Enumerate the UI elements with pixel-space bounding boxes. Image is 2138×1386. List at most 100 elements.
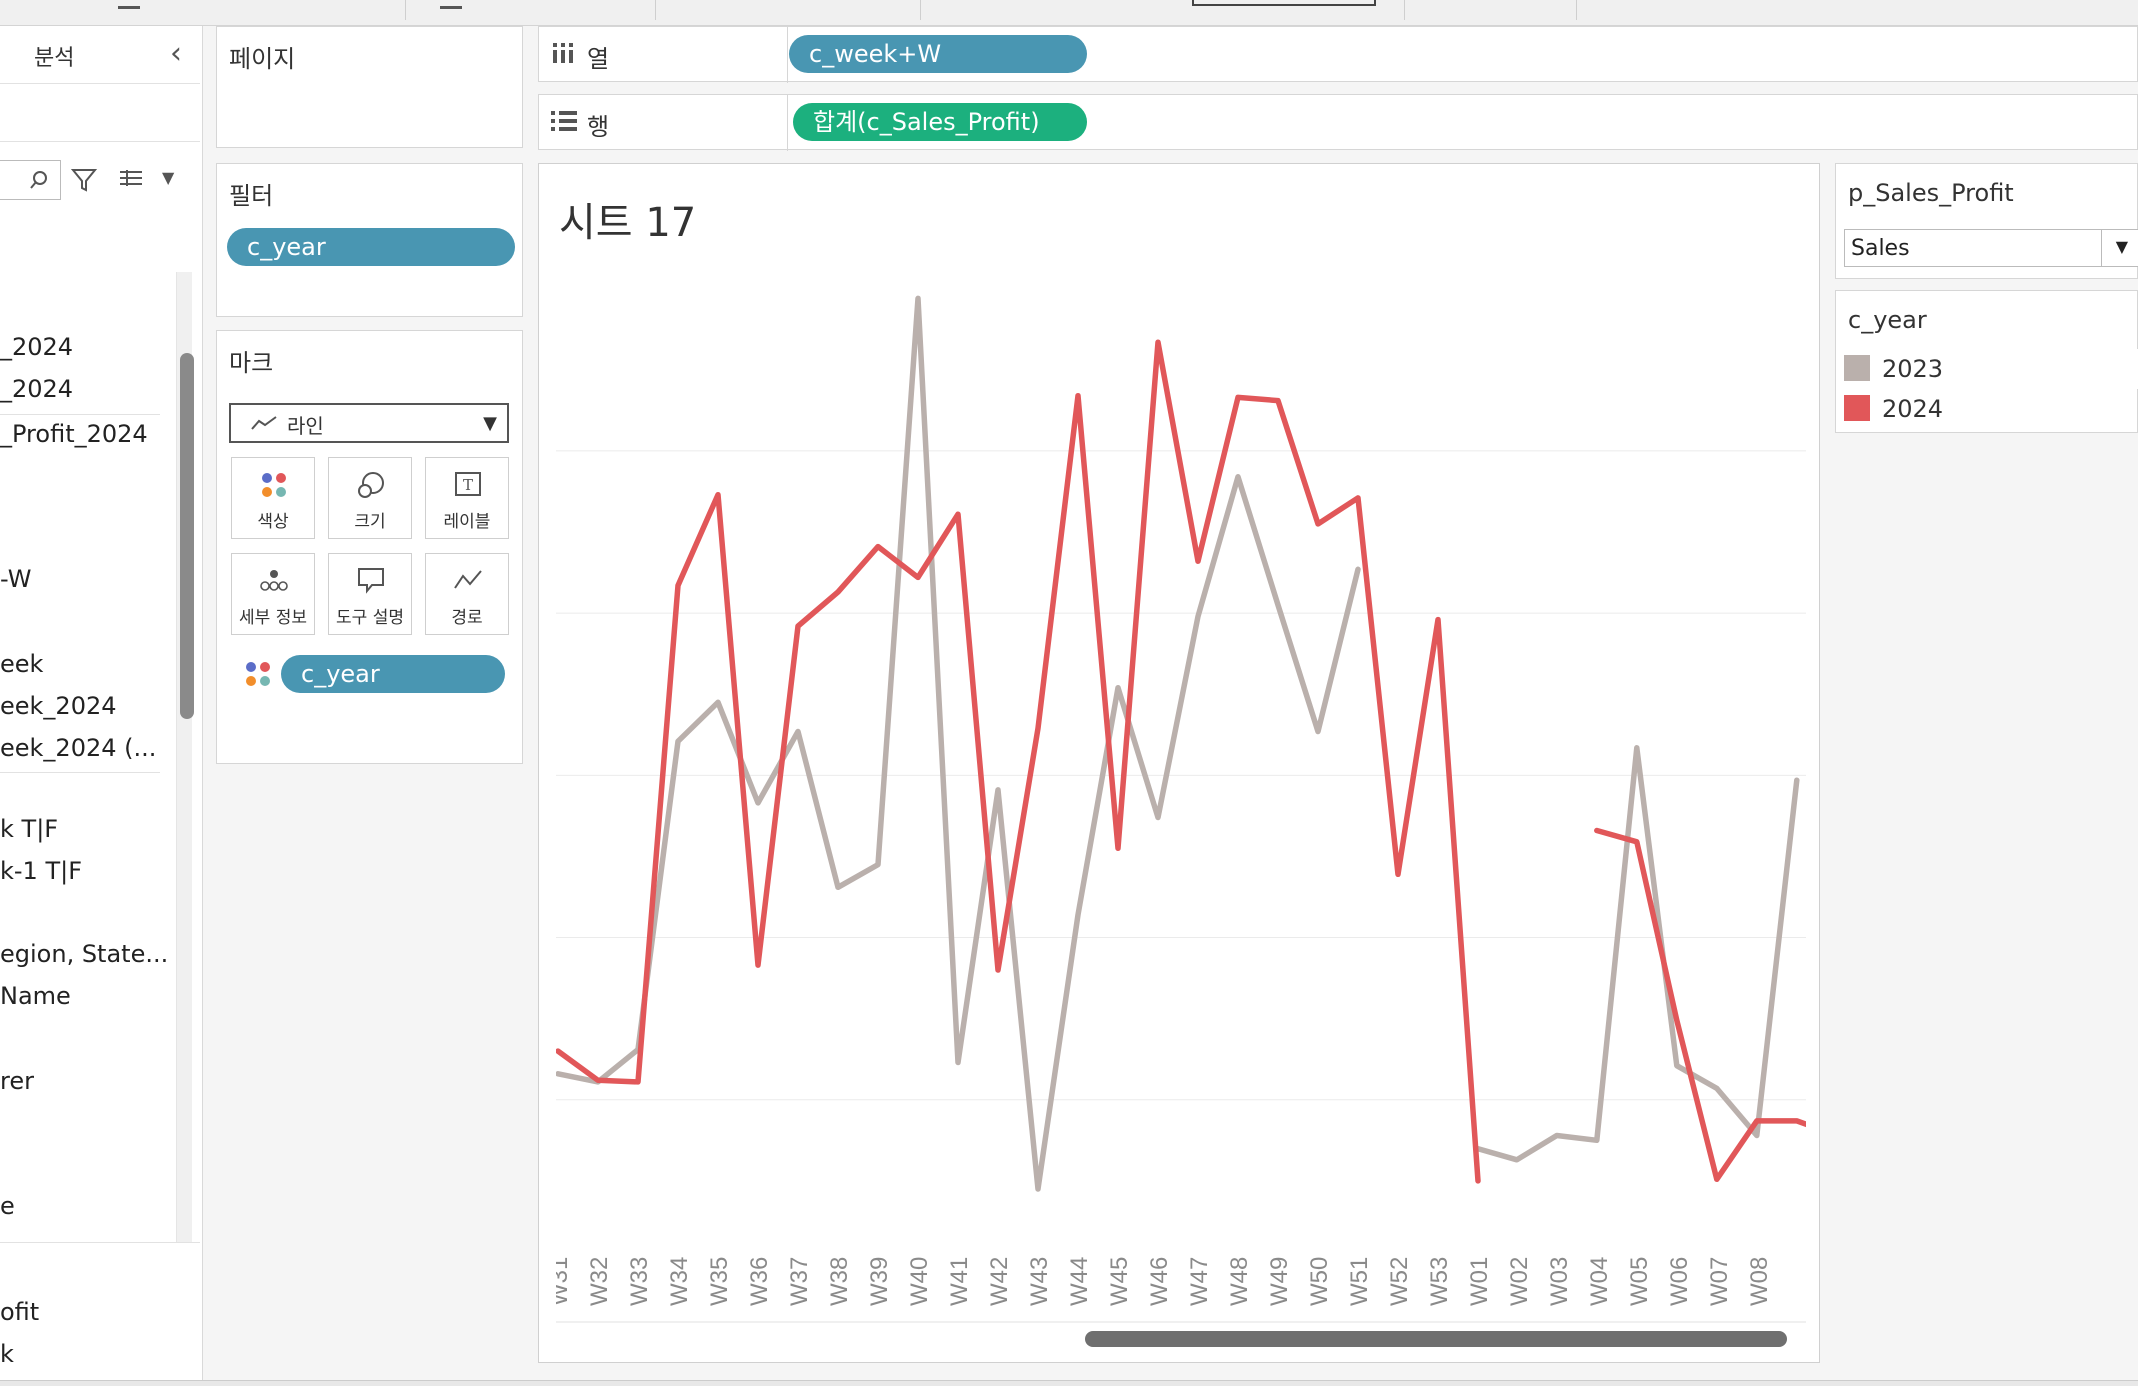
field-item[interactable]: egion, State...	[0, 940, 169, 968]
field-item[interactable]: eek	[0, 650, 44, 678]
path-button-label: 경로	[451, 608, 483, 628]
field-item[interactable]: _Profit_2024	[0, 420, 148, 448]
tooltip-button-label: 도구 설명	[336, 608, 404, 628]
color-legend: c_year 2023 2024	[1835, 290, 2138, 433]
x-tick-label: W36	[746, 1257, 773, 1306]
x-tick-label: W43	[1026, 1257, 1053, 1306]
columns-pill[interactable]: c_week+W	[789, 35, 1087, 73]
marks-card-title: 마크	[229, 349, 274, 377]
x-tick-label: W49	[1266, 1257, 1293, 1306]
dropdown-icon[interactable]: ▼	[162, 168, 175, 187]
x-tick-label: W31	[556, 1257, 573, 1306]
x-tick-label: W52	[1386, 1257, 1413, 1306]
x-tick-label: W02	[1506, 1257, 1533, 1306]
field-item[interactable]: k-1 T|F	[0, 857, 83, 885]
filters-card[interactable]: 필터 c_year	[216, 163, 523, 317]
x-tick-label: W40	[906, 1257, 933, 1306]
legend-swatch-2023	[1844, 355, 1870, 381]
marks-color-pill[interactable]: c_year	[281, 655, 505, 693]
data-pane	[0, 26, 203, 1380]
field-item[interactable]: e	[0, 1192, 15, 1220]
path-button[interactable]: 경로	[425, 553, 509, 635]
x-tick-label: W51	[1346, 1257, 1373, 1306]
columns-icon	[553, 43, 573, 63]
filter-icon[interactable]	[70, 166, 98, 194]
rows-shelf[interactable]: 행 합계(c_Sales_Profit)	[538, 94, 2138, 151]
series-line-2023[interactable]	[1474, 745, 1800, 1163]
search-input[interactable]	[0, 160, 61, 200]
toolbar-icon[interactable]	[440, 0, 462, 9]
field-item[interactable]: _2024	[0, 375, 74, 403]
legend-title: c_year	[1848, 306, 1927, 334]
x-tick-label: W46	[1146, 1257, 1173, 1306]
toolbar	[0, 0, 2138, 26]
columns-shelf[interactable]: 열 c_week+W	[538, 26, 2138, 83]
color-icon	[246, 662, 270, 686]
label-button[interactable]: T 레이블	[425, 457, 509, 539]
detail-button[interactable]: 세부 정보	[231, 553, 315, 635]
filter-pill-c-year[interactable]: c_year	[227, 228, 515, 266]
worksheet-view: 시트 17	[538, 163, 1820, 1363]
x-tick-label: W08	[1746, 1257, 1773, 1306]
field-item[interactable]: eek_2024 (...	[0, 734, 157, 762]
line-chart[interactable]: W31 W32 W33 W34 W35 W36 W37 W38 W39 W40 W41 W42 W43 W…	[556, 240, 1806, 1330]
legend-label: 2024	[1882, 395, 1944, 423]
x-tick-label: W45	[1106, 1257, 1133, 1306]
series-line-2024[interactable]	[1594, 827, 1806, 1183]
x-tick-label: W39	[866, 1257, 893, 1306]
path-icon	[454, 570, 482, 589]
mark-type-dropdown[interactable]: 라인 ▼	[229, 403, 509, 443]
series-line-2023[interactable]	[556, 295, 1361, 1192]
toolbar-input[interactable]	[1192, 0, 1376, 6]
size-button[interactable]: 크기	[328, 457, 412, 539]
legend-label: 2023	[1882, 355, 1944, 383]
field-item[interactable]: ofit	[0, 1298, 40, 1326]
toolbar-icon[interactable]	[118, 0, 140, 9]
tab-analysis[interactable]: 분석 ‹	[0, 30, 200, 84]
x-tick-label: W38	[826, 1257, 853, 1306]
chart-horizontal-scroll-thumb[interactable]	[1085, 1331, 1787, 1347]
color-button[interactable]: 색상	[231, 457, 315, 539]
data-source-area	[0, 84, 200, 142]
legend-item[interactable]: 2024	[1840, 389, 2138, 429]
chevron-down-icon: ▼	[483, 413, 497, 434]
pages-shelf-title: 페이지	[229, 45, 296, 73]
field-item[interactable]: k	[0, 1340, 14, 1368]
view-list-icon[interactable]	[118, 168, 146, 192]
x-tick-label: W41	[946, 1257, 973, 1306]
rows-shelf-label: 행	[587, 113, 610, 141]
x-tick-label: W44	[1066, 1257, 1093, 1306]
collapse-icon[interactable]: ‹	[170, 36, 182, 71]
rows-icon	[551, 111, 577, 131]
x-tick-label: W47	[1186, 1257, 1213, 1306]
data-pane-scroll-thumb[interactable]	[180, 353, 194, 719]
x-tick-label: W53	[1426, 1257, 1453, 1306]
field-item[interactable]: eek_2024	[0, 692, 117, 720]
tooltip-button[interactable]: 도구 설명	[328, 553, 412, 635]
field-item[interactable]: Name	[0, 982, 71, 1010]
marks-card: 마크 라인 ▼ 색상 크기 T 레이블 세부 정보 도구 설명 경로 c_yea…	[216, 330, 523, 764]
x-tick-label: W48	[1226, 1257, 1253, 1306]
filters-card-title: 필터	[229, 182, 274, 210]
size-icon	[358, 472, 384, 498]
legend-swatch-2024	[1844, 395, 1870, 421]
pages-shelf[interactable]: 페이지	[216, 26, 523, 148]
rows-pill[interactable]: 합계(c_Sales_Profit)	[793, 103, 1087, 141]
x-tick-label: W34	[666, 1257, 693, 1306]
x-tick-label: W35	[706, 1257, 733, 1306]
parameter-value: Sales	[1851, 236, 1910, 261]
x-tick-label: W33	[626, 1257, 653, 1306]
field-item[interactable]: k T|F	[0, 815, 59, 843]
label-button-label: 레이블	[443, 512, 491, 532]
x-tick-label: W01	[1466, 1257, 1493, 1306]
x-tick-label: W50	[1306, 1257, 1333, 1306]
field-item[interactable]: _2024	[0, 333, 74, 361]
legend-item[interactable]: 2023	[1840, 349, 2138, 389]
color-button-label: 색상	[257, 512, 289, 532]
x-tick-label: W07	[1706, 1257, 1733, 1306]
series-line-2024[interactable]	[556, 339, 1481, 1184]
parameter-select[interactable]: Sales ▼	[1844, 229, 2138, 267]
field-item[interactable]: -W	[0, 565, 32, 593]
tooltip-icon	[358, 568, 384, 594]
field-item[interactable]: rer	[0, 1067, 34, 1095]
